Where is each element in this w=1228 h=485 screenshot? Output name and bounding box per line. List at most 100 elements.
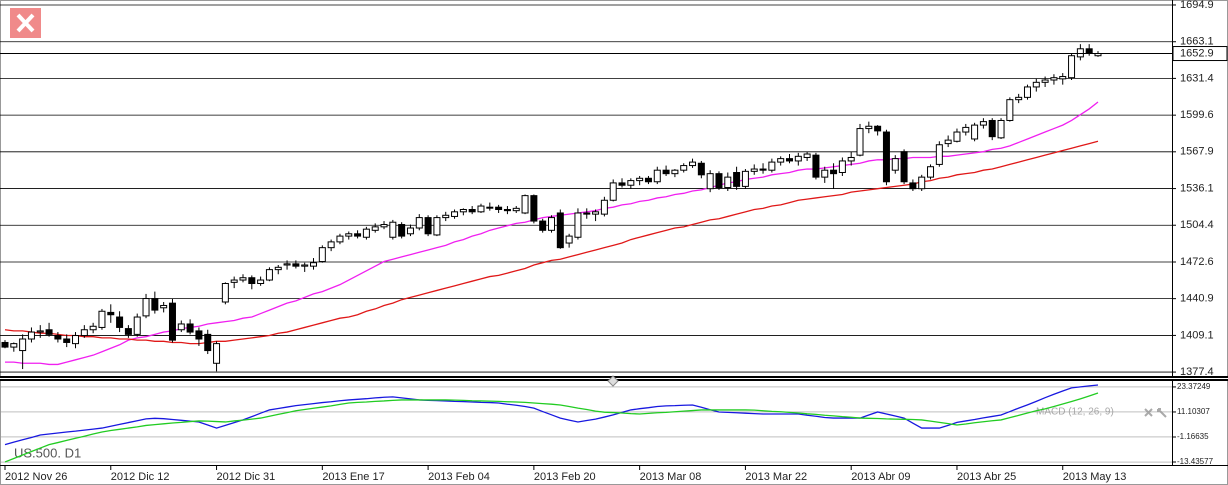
y-tick-label: 1440.9: [1180, 293, 1214, 305]
candle-body-up: [160, 304, 168, 309]
candle-body-down: [186, 323, 194, 333]
indicator-line: [4, 392, 1099, 463]
candle-body-down: [882, 131, 890, 183]
candle-body-down: [530, 195, 538, 222]
candle-body-up: [451, 211, 459, 217]
y-tick-label: -13.43577: [1177, 457, 1214, 466]
candle-body-down: [539, 220, 547, 231]
candle-body-up: [257, 279, 265, 285]
candle-body-down: [495, 206, 503, 211]
candle-body-up: [1032, 81, 1040, 88]
candle-body-down: [759, 168, 767, 171]
candle-body-down: [468, 209, 476, 213]
candle-body-up: [680, 165, 688, 171]
x-tick-label: 2013 Mar 22: [745, 471, 807, 483]
candle-body-down: [733, 172, 741, 187]
candle-body-up: [777, 158, 785, 163]
candle-body-up: [944, 139, 952, 145]
candle-body-up: [1006, 99, 1014, 121]
candle-body-up: [477, 205, 485, 213]
candle-body-up: [971, 124, 979, 140]
candle-body-up: [927, 166, 935, 178]
logo: [10, 8, 41, 38]
x-tick-label: 2012 Dic 12: [111, 471, 170, 483]
candle-body-up: [406, 227, 414, 235]
candle-body-up: [918, 176, 926, 190]
candle-body-down: [168, 302, 176, 341]
candle-body-up: [318, 247, 326, 263]
candle-body-up: [72, 335, 80, 345]
y-tick-label: 1504.4: [1180, 219, 1214, 231]
candle-body-down: [107, 311, 115, 316]
candle-body-down: [830, 169, 838, 175]
candle-body-up: [724, 176, 732, 189]
y-tick-label: 1567.9: [1180, 146, 1214, 158]
candle-body-up: [336, 235, 344, 243]
candle-body-up: [803, 153, 811, 158]
candle-body-up: [768, 161, 776, 171]
candle-body-up: [891, 158, 899, 171]
candle-body-up: [521, 195, 529, 214]
candle-body-down: [424, 217, 432, 235]
candle-body-up: [345, 233, 353, 237]
candle-body-down: [874, 125, 882, 132]
x-tick-label: 2013 Abr 09: [851, 471, 910, 483]
candle-body-down: [45, 329, 53, 335]
x-tick-label: 2013 Abr 25: [957, 471, 1016, 483]
candle-body-up: [821, 169, 829, 178]
candle-body-up: [653, 169, 661, 183]
candle-body-down: [812, 154, 820, 178]
candle-body-up: [627, 180, 635, 186]
candle-body-down: [715, 173, 723, 189]
candle-body-up: [741, 170, 749, 187]
close-icon[interactable]: [1144, 408, 1153, 417]
settings-icon[interactable]: [1157, 408, 1167, 418]
candle-body-up: [10, 343, 18, 348]
candle-body-up: [1068, 55, 1076, 79]
candle-body-up: [265, 269, 273, 281]
candle-body-down: [697, 162, 705, 176]
candle-body-down: [248, 277, 256, 285]
candle-body-up: [548, 217, 555, 231]
candle-body-down: [124, 328, 132, 335]
candle-body-up: [239, 277, 247, 281]
y-tick-label: 1599.6: [1180, 109, 1214, 121]
candle-body-up: [979, 121, 987, 126]
current-price-label: 1652.9: [1180, 47, 1214, 59]
x-tick-label: 2012 Dic 31: [217, 471, 276, 483]
y-tick-label: 1694.9: [1180, 0, 1214, 11]
candle-body-up: [1050, 77, 1058, 81]
candle-body-up: [36, 330, 44, 333]
candle-body-down: [909, 182, 917, 190]
candle-body-up: [380, 224, 388, 228]
x-tick-label: 2013 May 13: [1063, 471, 1127, 483]
candle-body-up: [609, 182, 617, 201]
candle-body-up: [415, 217, 423, 229]
candle-body-up: [1059, 76, 1067, 80]
candle-body-up: [301, 264, 309, 267]
candle-body-up: [794, 155, 802, 162]
x-tick-label: 2012 Nov 26: [5, 471, 67, 483]
candle-body-up: [213, 343, 221, 364]
y-tick-label: 11.10307: [1177, 407, 1210, 416]
candle-body-up: [636, 177, 644, 182]
separator-handle[interactable]: [607, 375, 619, 387]
candle-body-down: [503, 209, 511, 212]
candle-body-down: [116, 316, 124, 328]
candle-body-up: [706, 173, 714, 190]
candle-body-up: [1015, 96, 1023, 101]
candle-body-up: [27, 331, 35, 340]
candle-body-down: [988, 119, 996, 138]
candle-body-down: [644, 177, 652, 183]
candle-body-down: [195, 330, 203, 340]
candle-body-up: [838, 160, 846, 174]
candle-body-up: [1076, 48, 1084, 58]
candle-body-up: [433, 217, 441, 236]
y-tick-label: 23.37249: [1177, 382, 1211, 391]
y-tick-label: 1536.1: [1180, 182, 1214, 194]
candle-body-up: [459, 209, 467, 213]
candle-body-up: [310, 262, 318, 267]
candle-body-down: [292, 263, 300, 267]
